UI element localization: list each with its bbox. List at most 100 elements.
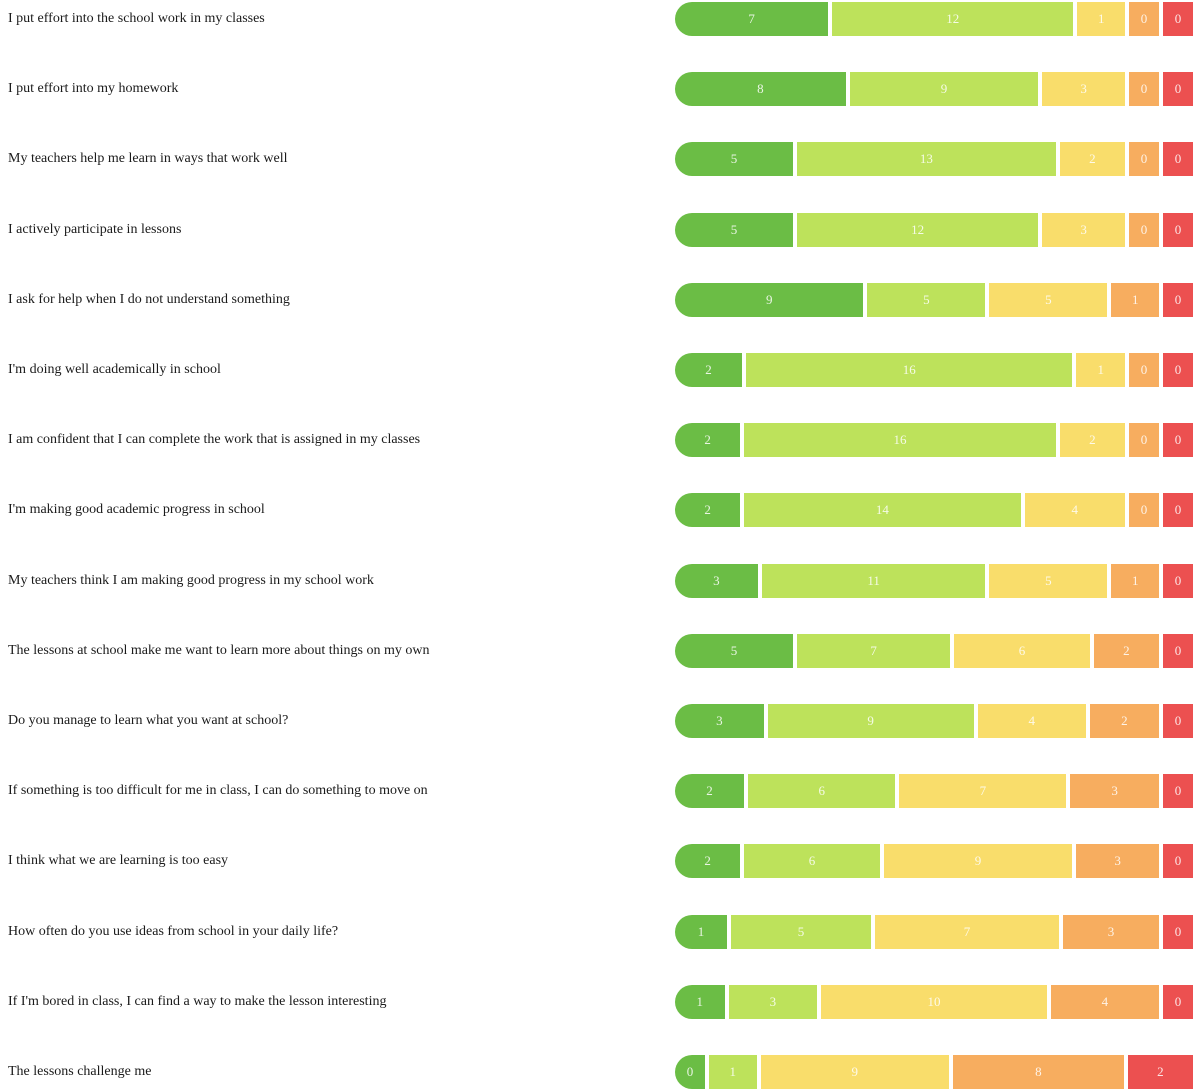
segment-value-label: 2 — [1121, 713, 1128, 728]
bar-segment: 5 — [867, 282, 986, 317]
stacked-bar: 3 11 5 1 0 — [675, 563, 1193, 598]
segment-value-label: 2 — [704, 502, 711, 518]
segment-value-label: 9 — [974, 853, 982, 869]
bar-segment: 2 — [675, 353, 743, 387]
bar-segment: 3 — [1042, 212, 1125, 247]
segment-value-label: 1 — [1097, 362, 1104, 377]
bar-segment: 2 — [1059, 142, 1125, 177]
bar-segment: 5 — [675, 142, 793, 177]
row-label: My teachers think I am making good progr… — [8, 572, 374, 588]
segment-value-label: 2 — [705, 362, 712, 377]
bar-segment: 11 — [761, 563, 986, 598]
segment-value-label: 5 — [730, 221, 738, 237]
bar-segment: 1 — [1111, 282, 1159, 317]
chart-row: I put effort into my homework 8 9 3 0 0 — [0, 72, 1193, 107]
bar-segment: 3 — [1070, 774, 1159, 809]
chart-row: I put effort into the school work in my … — [0, 2, 1193, 36]
bar-segment: 7 — [875, 914, 1059, 949]
segment-value-label: 3 — [1111, 783, 1118, 799]
bar-segment: 2 — [1127, 1055, 1193, 1089]
segment-value-label: 3 — [713, 572, 720, 588]
segment-value-label: 1 — [697, 923, 705, 939]
segment-value-label: 3 — [716, 713, 723, 728]
bar-segment: 0 — [675, 1055, 705, 1089]
segment-value-label: 6 — [808, 853, 816, 869]
chart-row: The lessons challenge me 0 1 9 8 2 — [0, 1055, 1193, 1089]
bar-segment: 2 — [675, 423, 741, 458]
segment-value-label: 0 — [1174, 432, 1182, 448]
segment-value-label: 0 — [1174, 572, 1182, 588]
row-label: My teachers help me learn in ways that w… — [8, 151, 288, 167]
chart-row: I'm making good academic progress in sch… — [0, 493, 1193, 528]
segment-value-label: 3 — [1107, 923, 1115, 939]
bar-segment: 4 — [977, 704, 1086, 738]
segment-value-label: 5 — [1045, 291, 1052, 307]
bar-segment: 3 — [1063, 914, 1159, 949]
stacked-bar: 2 14 4 0 0 — [675, 493, 1193, 528]
bar-segment: 7 — [797, 633, 951, 668]
bar-segment: 0 — [1163, 774, 1193, 809]
chart-row: The lessons at school make me want to le… — [0, 633, 1193, 668]
segment-value-label: 5 — [923, 291, 930, 307]
segment-value-label: 1 — [1131, 572, 1139, 588]
bar-segment: 2 — [1089, 704, 1159, 738]
chart-row: Do you manage to learn what you want at … — [0, 704, 1193, 738]
chart-row: How often do you use ideas from school i… — [0, 914, 1193, 949]
stacked-bar: 1 5 7 3 0 — [675, 914, 1193, 949]
stacked-bar: 3 9 4 2 0 — [675, 704, 1193, 738]
segment-value-label: 3 — [1080, 221, 1087, 237]
segment-value-label: 9 — [765, 291, 773, 307]
chart-row: I am confident that I can complete the w… — [0, 423, 1193, 458]
segment-value-label: 2 — [706, 783, 713, 799]
bar-segment: 0 — [1163, 633, 1193, 668]
segment-value-label: 2 — [1089, 151, 1096, 167]
bar-segment: 5 — [675, 633, 793, 668]
row-label: How often do you use ideas from school i… — [8, 923, 339, 939]
bar-segment: 9 — [760, 1055, 949, 1089]
stacked-bar: 2 6 7 3 0 — [675, 774, 1193, 809]
bar-segment: 0 — [1163, 2, 1193, 36]
chart-row: My teachers think I am making good progr… — [0, 563, 1193, 598]
segment-value-label: 7 — [748, 11, 755, 26]
bar-segment: 6 — [954, 633, 1090, 668]
segment-value-label: 5 — [1045, 572, 1052, 588]
segment-value-label: 4 — [1071, 502, 1079, 518]
segment-value-label: 0 — [1174, 291, 1182, 307]
bar-segment: 12 — [832, 2, 1074, 36]
bar-segment: 4 — [1024, 493, 1125, 528]
segment-value-label: 7 — [979, 783, 987, 799]
row-label: If something is too difficult for me in … — [8, 783, 428, 799]
segment-value-label: 0 — [1140, 151, 1148, 167]
bar-segment: 14 — [744, 493, 1021, 528]
row-label: I put effort into my homework — [8, 81, 179, 97]
segment-value-label: 16 — [893, 432, 907, 448]
stacked-bar: 8 9 3 0 0 — [675, 72, 1193, 107]
stacked-bar: 9 5 5 1 0 — [675, 282, 1193, 317]
segment-value-label: 0 — [686, 1064, 694, 1079]
segment-value-label: 5 — [730, 151, 738, 167]
segment-value-label: 2 — [1123, 642, 1130, 658]
stacked-bar: 5 13 2 0 0 — [675, 142, 1193, 177]
segment-value-label: 7 — [870, 642, 877, 658]
segment-value-label: 1 — [729, 1064, 737, 1079]
bar-segment: 10 — [821, 984, 1047, 1019]
bar-segment: 0 — [1129, 493, 1159, 528]
bar-segment: 2 — [1093, 633, 1159, 668]
segment-value-label: 0 — [1174, 502, 1182, 518]
chart-row: If I'm bored in class, I can find a way … — [0, 984, 1193, 1019]
segment-value-label: 9 — [867, 713, 874, 728]
segment-value-label: 5 — [730, 642, 738, 658]
bar-segment: 0 — [1163, 984, 1193, 1019]
stacked-bar: 0 1 9 8 2 — [675, 1055, 1193, 1089]
bar-segment: 0 — [1163, 844, 1193, 879]
bar-segment: 1 — [675, 984, 725, 1019]
segment-value-label: 1 — [696, 993, 704, 1009]
segment-value-label: 9 — [851, 1064, 859, 1079]
bar-segment: 1 — [1076, 353, 1125, 387]
row-label: The lessons at school make me want to le… — [8, 642, 430, 658]
bar-segment: 5 — [989, 563, 1108, 598]
bar-segment: 3 — [675, 704, 764, 738]
bar-segment: 3 — [675, 563, 758, 598]
segment-value-label: 0 — [1174, 713, 1182, 728]
segment-value-label: 0 — [1174, 642, 1182, 658]
